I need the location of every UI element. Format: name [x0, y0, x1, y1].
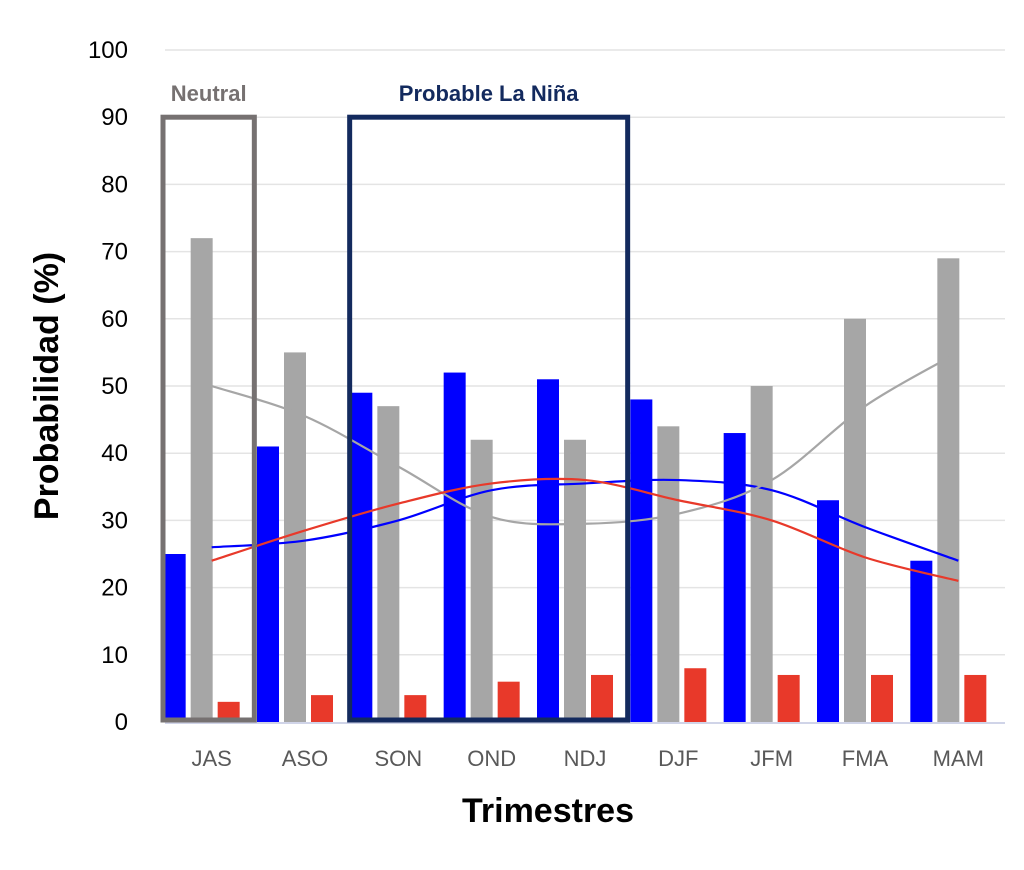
y-tick-label: 40 [101, 440, 128, 467]
y-tick-label: 0 [115, 709, 128, 736]
annotation-label: Probable La Niña [399, 81, 579, 106]
annotation-box-1 [160, 114, 257, 723]
bar-series-2-JAS [190, 238, 213, 722]
trend-lines [211, 351, 959, 582]
bar-series-2-NDJ [564, 439, 586, 722]
bar-series-3-SON [404, 695, 427, 722]
y-axis-ticks: 0 10 20 30 40 50 60 70 80 90 100 [88, 37, 128, 736]
annotation-label: Neutral [171, 81, 247, 106]
bar-series-1-OND [443, 372, 466, 722]
bar-series-2-JFM [750, 386, 773, 722]
bar-series-1-JAS [163, 554, 186, 722]
y-tick-label: 70 [101, 239, 128, 266]
bar-series-3-OND [497, 681, 520, 722]
x-tick-label: ASO [282, 746, 328, 771]
bar-series-1-SON [350, 392, 373, 722]
x-tick-label: DJF [658, 746, 698, 771]
trend-line-2 [211, 351, 959, 526]
x-tick-label: MAM [933, 746, 984, 771]
bar-series-1-ASO [257, 446, 279, 722]
y-tick-label: 60 [101, 306, 128, 333]
bar-series-1-DJF [630, 399, 653, 722]
bar-series-3-ASO [311, 695, 333, 722]
x-axis-ticks: JAS ASO SON OND NDJ DJF JFM FMA MAM [191, 746, 984, 771]
trend-line-3 [211, 477, 959, 582]
bars [163, 238, 987, 722]
y-tick-label: 100 [88, 37, 128, 64]
bar-series-2-ASO [284, 352, 306, 722]
bar-series-3-FMA [871, 674, 893, 722]
x-tick-label: FMA [842, 746, 889, 771]
bar-series-2-FMA [844, 318, 866, 722]
bar-series-3-DJF [684, 668, 707, 722]
x-axis-title: Trimestres [462, 792, 634, 830]
y-axis-title: Probabilidad (%) [28, 252, 66, 520]
y-tick-label: 90 [101, 104, 128, 131]
x-tick-label: JAS [191, 746, 231, 771]
y-tick-label: 80 [101, 171, 128, 198]
annotation-boxes: Neutral Probable La Niña [160, 81, 631, 723]
y-tick-label: 30 [101, 507, 128, 534]
bar-series-3-JFM [777, 674, 800, 722]
bar-series-1-MAM [910, 560, 933, 722]
bar-series-3-MAM [964, 674, 987, 722]
bar-series-3-NDJ [591, 674, 613, 722]
bar-series-1-JFM [723, 433, 746, 722]
x-tick-label: NDJ [564, 746, 607, 771]
x-tick-label: JFM [750, 746, 793, 771]
bar-series-3-JAS [217, 701, 240, 722]
y-tick-label: 20 [101, 575, 128, 602]
bar-series-2-MAM [937, 258, 960, 722]
annotation-box-2 [347, 114, 631, 723]
bar-series-1-NDJ [537, 379, 559, 722]
trend-line-1 [211, 478, 959, 562]
bar-series-1-FMA [817, 500, 839, 722]
y-tick-label: 10 [101, 642, 128, 669]
bar-series-2-OND [470, 439, 493, 722]
x-tick-label: OND [467, 746, 516, 771]
x-tick-label: SON [374, 746, 422, 771]
bar-series-2-SON [377, 406, 400, 722]
y-tick-label: 50 [101, 373, 128, 400]
bar-series-2-DJF [657, 426, 680, 722]
